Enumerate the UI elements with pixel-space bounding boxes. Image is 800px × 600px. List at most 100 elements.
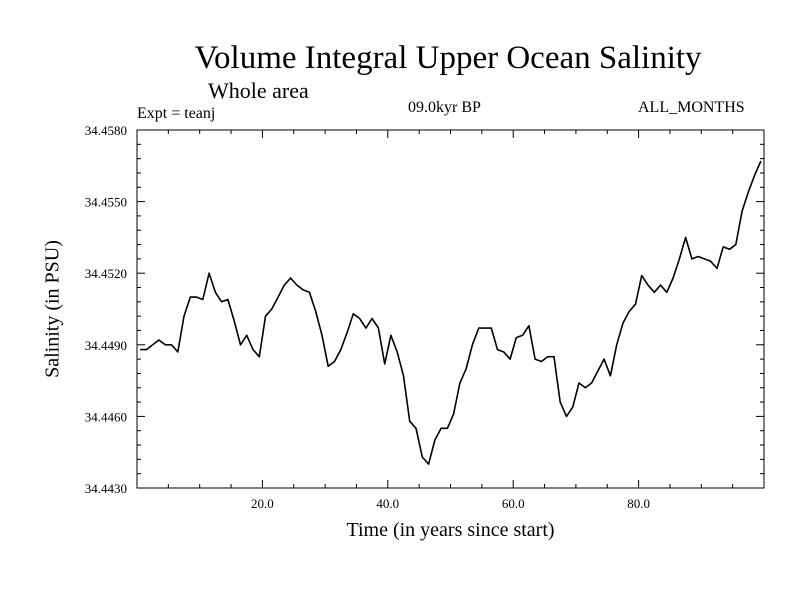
data-point — [421, 456, 423, 458]
data-point — [315, 310, 317, 312]
data-point — [716, 267, 718, 269]
data-point — [484, 327, 486, 329]
x-axis-label: Time (in years since start) — [346, 519, 555, 541]
data-point — [240, 344, 242, 346]
data-point — [271, 308, 273, 310]
data-point — [609, 375, 611, 377]
data-point — [747, 191, 749, 193]
data-point — [685, 236, 687, 238]
data-point — [522, 334, 524, 336]
data-point — [183, 315, 185, 317]
data-point — [697, 256, 699, 258]
data-point — [221, 301, 223, 303]
experiment-label: Expt = teanj — [137, 105, 216, 122]
data-point — [283, 284, 285, 286]
data-point — [359, 318, 361, 320]
data-point — [534, 358, 536, 360]
data-point — [490, 327, 492, 329]
data-point — [302, 289, 304, 291]
data-point — [196, 296, 198, 298]
data-point — [559, 401, 561, 403]
data-point — [428, 463, 430, 465]
data-point — [622, 322, 624, 324]
data-point — [252, 349, 254, 351]
data-point — [653, 291, 655, 293]
y-tick-label: 34.4430 — [85, 481, 127, 496]
y-tick-label: 34.4550 — [85, 195, 127, 210]
chart-title: Volume Integral Upper Ocean Salinity — [194, 40, 702, 76]
data-point — [384, 363, 386, 365]
data-point — [603, 358, 605, 360]
period-label: 09.0kyr BP — [408, 99, 481, 116]
data-point — [290, 277, 292, 279]
data-point — [566, 415, 568, 417]
data-point — [152, 344, 154, 346]
data-point — [647, 284, 649, 286]
data-point — [453, 413, 455, 415]
data-point — [503, 351, 505, 353]
data-point — [346, 332, 348, 334]
data-point — [277, 296, 279, 298]
data-point — [164, 344, 166, 346]
data-point — [678, 258, 680, 260]
data-point — [145, 349, 147, 351]
data-point — [703, 258, 705, 260]
data-point — [741, 210, 743, 212]
data-point — [515, 337, 517, 339]
data-point — [497, 349, 499, 351]
data-point — [371, 318, 373, 320]
data-point — [177, 351, 179, 353]
series-line — [140, 160, 762, 465]
data-point — [578, 382, 580, 384]
data-point — [666, 291, 668, 293]
data-point — [735, 244, 737, 246]
data-point — [227, 299, 229, 301]
data-point — [202, 299, 204, 301]
data-point — [296, 284, 298, 286]
x-tick-label: 20.0 — [251, 496, 274, 511]
x-tick-label: 80.0 — [627, 496, 650, 511]
data-point — [572, 406, 574, 408]
data-point — [434, 439, 436, 441]
data-point — [591, 382, 593, 384]
data-point — [308, 291, 310, 293]
data-point — [415, 427, 417, 429]
data-point — [540, 361, 542, 363]
data-point — [139, 349, 141, 351]
y-tick-label: 34.4460 — [85, 409, 127, 424]
data-point — [352, 313, 354, 315]
data-point — [440, 427, 442, 429]
data-point — [158, 339, 160, 341]
data-point — [214, 291, 216, 293]
data-point — [390, 334, 392, 336]
y-tick-label: 34.4580 — [85, 123, 127, 138]
data-point — [641, 275, 643, 277]
x-tick-label: 60.0 — [502, 496, 525, 511]
data-point — [584, 387, 586, 389]
data-point — [246, 334, 248, 336]
data-point — [635, 303, 637, 305]
data-point — [471, 344, 473, 346]
data-point — [616, 344, 618, 346]
data-point — [321, 334, 323, 336]
data-point — [553, 356, 555, 358]
data-point — [265, 315, 267, 317]
data-point — [409, 420, 411, 422]
data-point — [754, 174, 756, 176]
data-point — [340, 349, 342, 351]
data-point — [208, 272, 210, 274]
data-point — [171, 344, 173, 346]
data-point — [691, 258, 693, 260]
data-point — [465, 368, 467, 370]
data-point — [509, 358, 511, 360]
data-point — [722, 246, 724, 248]
y-tick-label: 34.4490 — [85, 338, 127, 353]
y-tick-label: 34.4520 — [85, 266, 127, 281]
chart-subtitle: Whole area — [208, 78, 309, 103]
data-point — [233, 320, 235, 322]
data-point — [478, 327, 480, 329]
data-point — [710, 260, 712, 262]
data-point — [597, 370, 599, 372]
data-point — [189, 296, 191, 298]
